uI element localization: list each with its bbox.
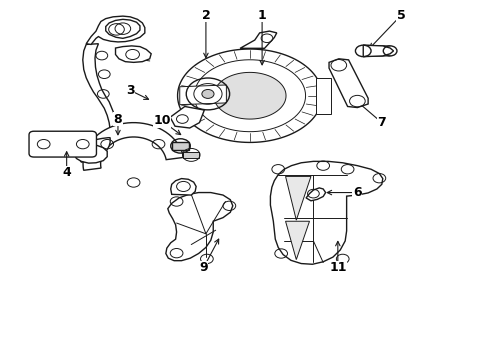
Polygon shape xyxy=(286,176,311,220)
Polygon shape xyxy=(170,107,204,128)
FancyBboxPatch shape xyxy=(29,131,97,157)
Text: 4: 4 xyxy=(62,166,71,179)
Polygon shape xyxy=(83,44,118,138)
Polygon shape xyxy=(240,31,277,48)
Polygon shape xyxy=(317,78,331,114)
Text: 6: 6 xyxy=(353,186,362,199)
Polygon shape xyxy=(329,59,368,108)
Text: 11: 11 xyxy=(329,261,346,274)
Polygon shape xyxy=(86,16,145,44)
Polygon shape xyxy=(180,85,226,105)
Text: 10: 10 xyxy=(153,114,171,127)
Polygon shape xyxy=(194,60,306,132)
Polygon shape xyxy=(183,152,199,158)
Text: 7: 7 xyxy=(377,116,386,129)
Polygon shape xyxy=(172,142,189,149)
Polygon shape xyxy=(166,193,233,261)
Text: 8: 8 xyxy=(114,113,122,126)
Polygon shape xyxy=(270,161,383,264)
Polygon shape xyxy=(171,179,196,195)
Polygon shape xyxy=(363,45,393,57)
Text: 1: 1 xyxy=(258,9,267,22)
Polygon shape xyxy=(83,123,184,170)
Polygon shape xyxy=(286,221,310,260)
Text: 2: 2 xyxy=(201,9,210,22)
Polygon shape xyxy=(74,144,107,163)
Polygon shape xyxy=(77,138,110,162)
Polygon shape xyxy=(214,72,286,119)
Polygon shape xyxy=(177,49,322,143)
Text: 5: 5 xyxy=(397,9,406,22)
Text: 9: 9 xyxy=(199,261,208,274)
Circle shape xyxy=(202,90,214,98)
Polygon shape xyxy=(116,46,151,62)
Text: 3: 3 xyxy=(126,84,134,97)
Polygon shape xyxy=(106,19,140,39)
Polygon shape xyxy=(306,188,326,201)
